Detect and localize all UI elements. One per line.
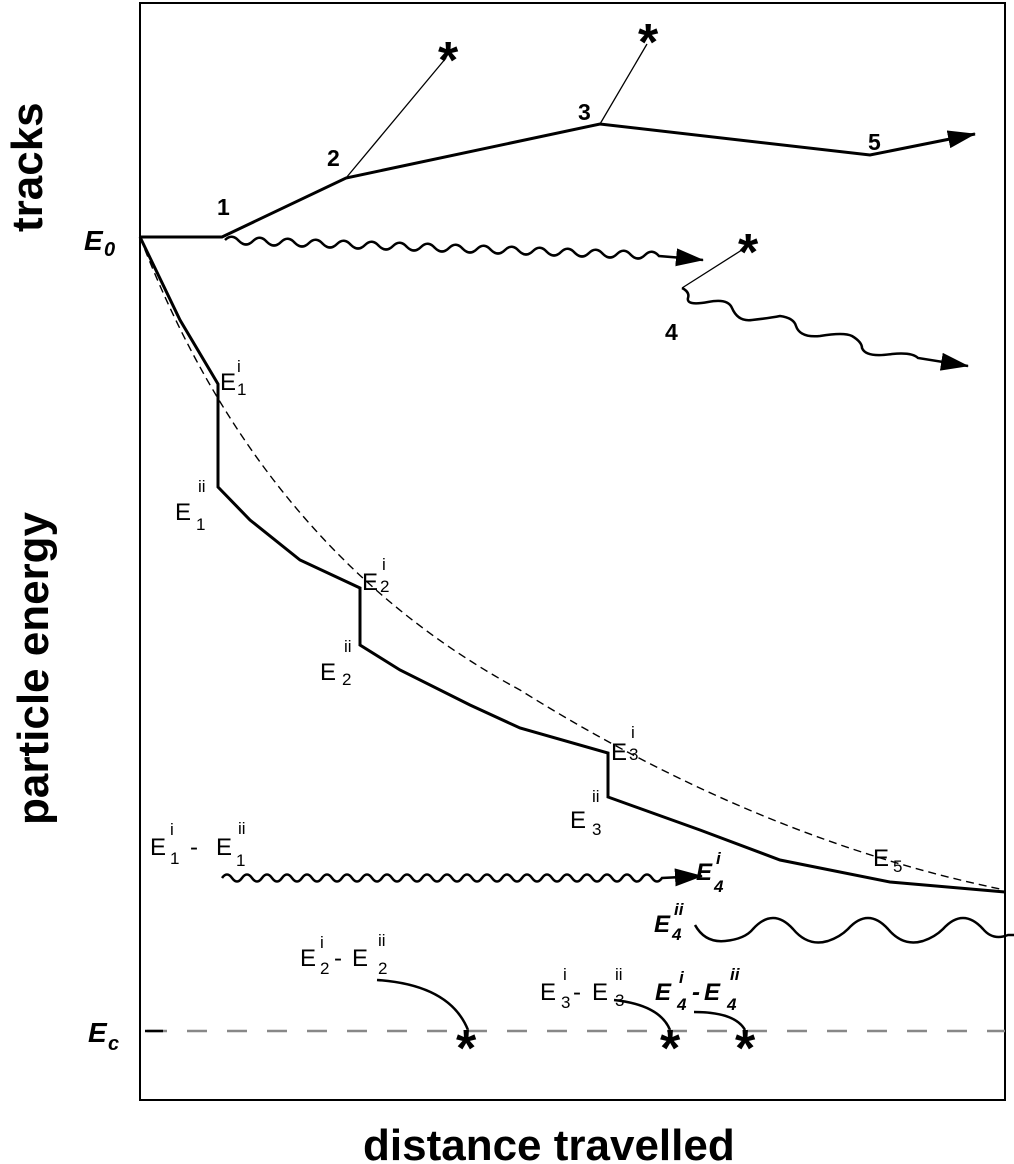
label-E4-difference: E i 4 - E ii 4 xyxy=(655,965,741,1014)
svg-text:4: 4 xyxy=(676,995,687,1014)
star-icon: * xyxy=(638,14,659,72)
label-E4ii: Eii 4 xyxy=(654,900,685,944)
svg-text:i: i xyxy=(320,933,324,952)
svg-text:4: 4 xyxy=(671,925,682,944)
svg-text:-: - xyxy=(334,945,342,972)
svg-text:i: i xyxy=(237,357,241,376)
svg-text:ii: ii xyxy=(674,900,685,919)
svg-text:E: E xyxy=(696,859,713,886)
label-E1i: Ei 1 xyxy=(220,357,246,399)
svg-text:3: 3 xyxy=(561,993,570,1012)
svg-text:i: i xyxy=(563,965,567,984)
svg-text:-: - xyxy=(190,834,198,861)
svg-text:ii: ii xyxy=(615,965,623,984)
svg-text:-: - xyxy=(692,979,700,1006)
svg-text:-: - xyxy=(573,979,581,1006)
svg-text:2: 2 xyxy=(378,959,387,978)
svg-text:E: E xyxy=(704,979,721,1006)
label-E3-difference: E i 3 - E ii 3 xyxy=(540,965,624,1012)
track-point-1: 1 xyxy=(217,194,230,220)
label-E4i: Ei 4 xyxy=(696,849,724,896)
svg-text:E: E xyxy=(88,1017,108,1048)
svg-text:1: 1 xyxy=(237,380,246,399)
svg-text:E: E xyxy=(84,225,104,256)
svg-text:i: i xyxy=(716,849,722,868)
svg-text:5: 5 xyxy=(893,857,902,876)
svg-text:E: E xyxy=(873,845,889,872)
svg-text:i: i xyxy=(679,968,685,987)
y-axis-label-energy: particle energy xyxy=(9,511,58,825)
svg-text:0: 0 xyxy=(104,239,115,261)
photon-track-after-4 xyxy=(681,286,969,371)
svg-text:E: E xyxy=(654,911,671,938)
svg-text:E: E xyxy=(320,659,336,686)
label-E2ii: Eii 2 xyxy=(320,637,352,689)
stepped-energy-loss-curve xyxy=(138,236,1006,894)
svg-text:E: E xyxy=(570,807,586,834)
svg-text:E: E xyxy=(300,945,316,972)
track-point-4: 4 xyxy=(665,319,678,345)
svg-text:3: 3 xyxy=(592,820,601,839)
svg-text:2: 2 xyxy=(342,670,351,689)
star-icon: * xyxy=(438,32,459,90)
star-icon: * xyxy=(660,1020,681,1078)
svg-text:ii: ii xyxy=(592,787,600,806)
continuous-energy-loss-curve xyxy=(139,236,1006,891)
svg-text:c: c xyxy=(108,1033,119,1055)
svg-text:E: E xyxy=(216,834,232,861)
y-axis-label-tracks: tracks xyxy=(3,102,52,232)
star-icon: * xyxy=(735,1020,756,1078)
label-E2i: Ei 2 xyxy=(362,555,389,596)
svg-text:E: E xyxy=(540,979,556,1006)
svg-text:1: 1 xyxy=(196,515,205,534)
svg-text:E: E xyxy=(175,499,191,526)
svg-text:E: E xyxy=(592,979,608,1006)
svg-text:1: 1 xyxy=(236,851,245,870)
label-E3i: Ei 3 xyxy=(611,723,638,766)
star-icon: * xyxy=(456,1020,477,1078)
svg-text:ii: ii xyxy=(198,477,206,496)
label-E1-difference: E i 1 - E ii 1 xyxy=(150,819,246,870)
svg-text:ii: ii xyxy=(344,637,352,656)
svg-text:E: E xyxy=(655,979,672,1006)
svg-text:E: E xyxy=(150,834,166,861)
track-point-3: 3 xyxy=(578,99,591,125)
svg-text:E: E xyxy=(220,369,236,396)
svg-text:ii: ii xyxy=(238,819,246,838)
track-point-2: 2 xyxy=(327,145,340,171)
svg-text:1: 1 xyxy=(170,849,179,868)
label-E3ii: Eii 3 xyxy=(570,787,601,839)
track-point-5: 5 xyxy=(868,129,881,155)
energy-deposit-curves xyxy=(376,978,747,1031)
photon-track-1-4 xyxy=(224,235,704,267)
plot-frame xyxy=(139,2,1006,1101)
svg-text:E: E xyxy=(362,569,378,596)
label-E2-difference: E i 2 - E ii 2 xyxy=(300,931,387,978)
svg-text:2: 2 xyxy=(320,959,329,978)
svg-text:4: 4 xyxy=(713,877,724,896)
svg-text:E: E xyxy=(352,945,368,972)
star-icon: * xyxy=(738,224,759,282)
svg-text:i: i xyxy=(631,723,635,742)
x-axis-label: distance travelled xyxy=(363,1121,735,1164)
svg-text:ii: ii xyxy=(378,931,386,950)
label-E1ii: Eii 1 xyxy=(175,477,206,534)
svg-text:ii: ii xyxy=(730,965,741,984)
svg-text:i: i xyxy=(382,555,386,574)
photon-E4ii xyxy=(693,916,1014,944)
secondary-tracks xyxy=(345,43,746,289)
photon-E1-difference xyxy=(220,868,703,887)
svg-text:4: 4 xyxy=(726,995,737,1014)
primary-track xyxy=(140,122,976,239)
svg-text:E: E xyxy=(611,739,627,766)
svg-text:2: 2 xyxy=(380,577,389,596)
svg-text:i: i xyxy=(170,820,174,839)
svg-text:3: 3 xyxy=(629,745,638,764)
